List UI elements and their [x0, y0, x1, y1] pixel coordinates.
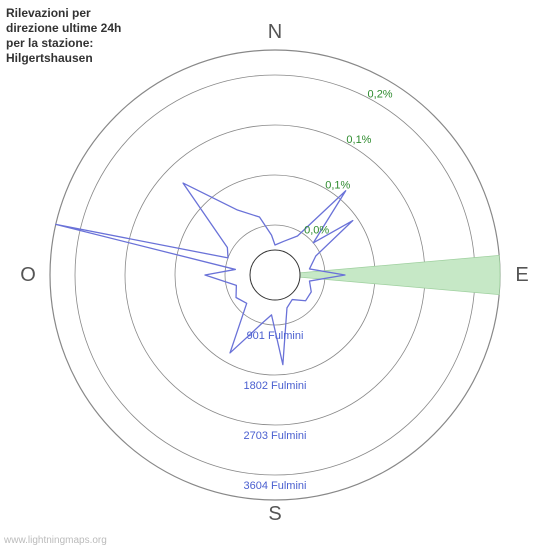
- fulmini-label: 1802 Fulmini: [244, 380, 307, 392]
- pct-label: 0,0%: [304, 225, 329, 237]
- fulmini-label: 901 Fulmini: [247, 330, 304, 342]
- cardinal-S: S: [268, 503, 281, 525]
- pct-labels: 0,0% 0,1% 0,1% 0,2%: [304, 89, 393, 237]
- east-wedge: [275, 255, 500, 294]
- pct-label: 0,2%: [368, 89, 393, 101]
- center-hole: [250, 250, 300, 300]
- pct-label: 0,1%: [325, 179, 350, 191]
- fulmini-label: 3604 Fulmini: [244, 480, 307, 492]
- polar-chart: N E S O 0,0% 0,1% 0,1% 0,2% 901 Fulmini 1802 Fu…: [0, 0, 550, 550]
- cardinal-N: N: [268, 21, 282, 43]
- fulmini-label: 2703 Fulmini: [244, 430, 307, 442]
- cardinal-E: E: [515, 264, 528, 286]
- cardinal-W: O: [20, 264, 36, 286]
- fulmini-labels: 901 Fulmini 1802 Fulmini 2703 Fulmini 3604 …: [244, 330, 307, 492]
- pct-label: 0,1%: [346, 134, 371, 146]
- footer-link: www.lightningmaps.org: [4, 535, 107, 546]
